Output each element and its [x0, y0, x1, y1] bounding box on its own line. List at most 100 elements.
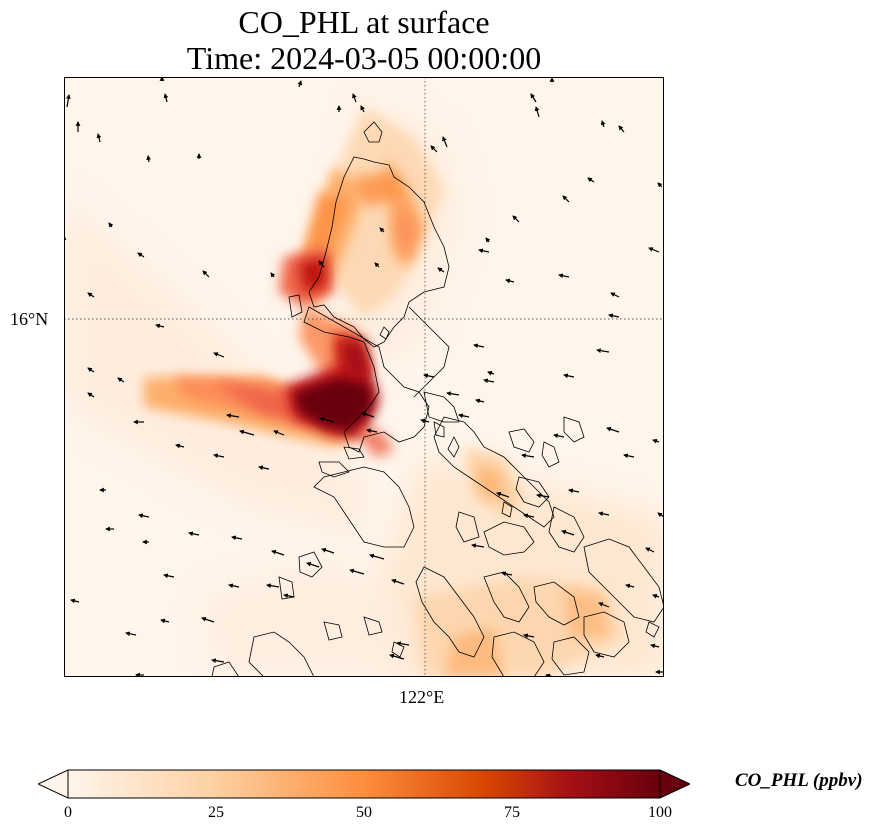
map-panel: [64, 77, 664, 677]
wind-vector-arrow: [138, 513, 150, 519]
latitude-tick-label: 16°N: [10, 309, 49, 329]
wind-vector-arrow: [87, 292, 95, 298]
wind-vector-arrow: [155, 323, 165, 329]
map-canvas: [64, 77, 664, 677]
wind-vector-arrow: [512, 215, 520, 223]
wind-vector-arrow: [521, 453, 535, 458]
wind-vector-arrow: [485, 237, 491, 243]
wind-vector-arrow: [117, 377, 125, 383]
wind-vector-arrow: [587, 177, 595, 183]
wind-vector-arrow: [146, 155, 151, 163]
colorbar-tick-75: 75: [504, 804, 520, 821]
wind-vector-arrow: [657, 182, 663, 188]
wind-vector-arrow: [458, 413, 470, 419]
wind-vector-arrow: [501, 571, 513, 577]
wind-vector-arrow: [623, 453, 635, 459]
wind-vector-arrow: [648, 247, 660, 253]
wind-vector-arrow: [379, 227, 385, 233]
wind-vector-arrow: [610, 292, 620, 298]
wind-vector-arrow: [645, 547, 655, 553]
longitude-tick-label: 122°E: [399, 687, 445, 707]
wind-vector-arrow: [226, 413, 240, 418]
wind-vector-arrow: [473, 343, 485, 349]
wind-vectors: [64, 77, 664, 677]
wind-vector-arrow: [306, 561, 320, 568]
wind-vector-arrow: [625, 583, 635, 589]
wind-vector-arrow: [160, 618, 170, 624]
wind-vector-arrow: [596, 348, 610, 353]
wind-vector-arrow: [496, 491, 510, 498]
wind-vector-arrow: [606, 426, 620, 433]
wind-vector-arrow: [349, 568, 365, 575]
wind-vector-arrow: [598, 602, 610, 608]
colorbar-label: CO_PHL (ppbv): [735, 770, 863, 791]
wind-vector-arrow: [319, 416, 335, 423]
wind-vector-arrow: [420, 418, 430, 424]
wind-vector-arrow: [437, 267, 445, 273]
wind-vector-arrow: [228, 583, 240, 589]
wind-vector-arrow: [163, 93, 169, 103]
colorbar-extend-low: [36, 769, 69, 799]
wind-vector-arrow: [239, 429, 255, 436]
wind-vector-arrow: [297, 80, 303, 88]
wind-vector-arrow: [483, 378, 495, 384]
wind-vector-arrow: [650, 643, 660, 649]
wind-vector-arrow: [266, 583, 280, 588]
wind-vector-arrow: [530, 93, 537, 103]
wind-vector-arrow: [446, 391, 460, 396]
wind-vector-arrow: [125, 631, 137, 637]
wind-vector-arrow: [231, 535, 243, 541]
wind-vector-arrow: [505, 278, 515, 284]
wind-vector-arrow: [652, 438, 660, 444]
wind-vector-arrow: [430, 145, 438, 153]
colorbar-tick-25: 25: [208, 804, 224, 821]
wind-vector-arrow: [213, 352, 225, 358]
wind-vector-arrow: [600, 120, 606, 128]
wind-vector-arrow: [598, 511, 610, 517]
wind-vector-arrow: [87, 392, 95, 398]
wind-vector-arrow: [270, 272, 276, 278]
wind-vector-arrow: [361, 411, 375, 418]
wind-vector-arrow: [595, 653, 605, 659]
wind-vector-arrow: [87, 367, 95, 373]
wind-vector-arrow: [562, 195, 570, 203]
wind-vector-arrow: [561, 529, 575, 536]
wind-vector-arrow: [175, 443, 185, 449]
wind-vector-arrow: [652, 593, 660, 599]
wind-vector-arrow: [211, 658, 225, 663]
wind-vector-arrow: [96, 133, 102, 143]
wind-vector-arrow: [608, 313, 620, 319]
wind-vector-arrow: [66, 94, 71, 108]
wind-vector-arrow: [163, 573, 175, 579]
title-line-2: Time: 2024-03-05 00:00:00: [186, 40, 542, 76]
wind-vector-arrow: [523, 633, 535, 639]
wind-vector-arrow: [523, 513, 535, 519]
wind-vector-arrow: [321, 547, 335, 554]
wind-vector-arrow: [471, 543, 485, 548]
wind-vector-arrow: [534, 106, 540, 118]
wind-vector-arrow: [374, 262, 380, 268]
wind-vector-arrow: [618, 125, 625, 133]
colorbar-gradient: [67, 769, 661, 799]
wind-vector-arrow: [201, 616, 215, 623]
wind-vector-arrow: [202, 270, 210, 278]
wind-vector-arrow: [273, 430, 285, 436]
wind-vector-arrow: [352, 93, 357, 103]
wind-vector-arrow: [396, 641, 410, 646]
wind-vector-arrow: [536, 493, 550, 498]
wind-vector-arrow: [213, 453, 225, 459]
wind-vector-arrow: [283, 593, 295, 599]
wind-vector-arrow: [366, 428, 378, 434]
wind-vector-arrow: [442, 136, 448, 148]
wind-vector-arrow: [271, 549, 285, 556]
colorbar: [36, 769, 692, 799]
colorbar-tick-100: 100: [648, 804, 672, 821]
wind-vector-arrow: [475, 398, 485, 404]
wind-vector-arrow: [108, 222, 114, 228]
wind-vector-arrow: [360, 105, 365, 113]
colorbar-tick-0: 0: [64, 804, 72, 821]
map-border: [64, 77, 664, 677]
wind-vector-arrow: [478, 248, 490, 254]
wind-vector-arrow: [318, 260, 325, 268]
wind-vector-arrow: [568, 488, 580, 494]
